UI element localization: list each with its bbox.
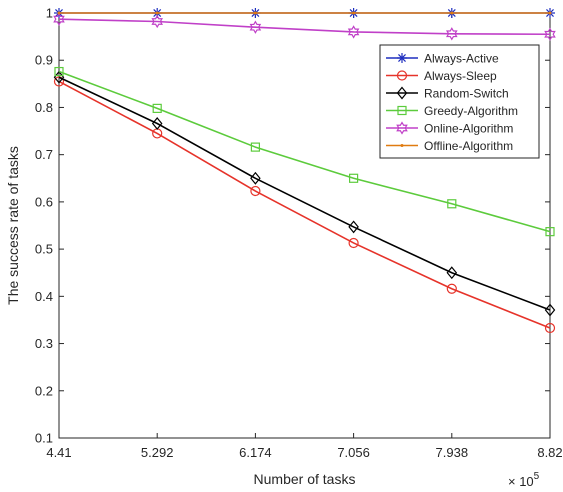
marker-hexagram bbox=[249, 20, 262, 34]
x-axis-label: Number of tasks bbox=[254, 471, 356, 487]
series-always-sleep bbox=[53, 76, 556, 334]
legend-label: Online-Algorithm bbox=[424, 121, 513, 135]
series-line bbox=[58, 76, 551, 311]
y-axis-ticks: 0.1 0.2 0.3 0.4 0.5 0.6 0.7 0.8 0.9 1 bbox=[35, 6, 550, 446]
marker-square bbox=[447, 199, 457, 209]
x-tick-label: 7.938 bbox=[436, 445, 469, 460]
marker-dot bbox=[450, 11, 454, 15]
marker-dot bbox=[548, 11, 552, 15]
marker-square bbox=[349, 173, 359, 183]
legend-label: Random-Switch bbox=[424, 86, 509, 100]
marker-hexagram bbox=[446, 27, 458, 41]
y-axis-label: The success rate of tasks bbox=[5, 146, 21, 305]
marker-hexagram bbox=[544, 27, 556, 41]
marker-square bbox=[152, 103, 162, 113]
legend-label: Greedy-Algorithm bbox=[424, 104, 518, 118]
y-tick-label: 0.9 bbox=[35, 53, 53, 68]
legend-entry: Offline-Algorithm bbox=[386, 139, 513, 153]
series-line bbox=[58, 18, 551, 36]
y-tick-label: 0.6 bbox=[35, 194, 53, 209]
x-multiplier-base: × 10 bbox=[508, 474, 534, 489]
y-tick-label: 0.1 bbox=[35, 431, 53, 446]
x-tick-label: 8.82 bbox=[537, 445, 562, 460]
series-line bbox=[58, 70, 551, 233]
legend-entry: Greedy-Algorithm bbox=[386, 104, 518, 118]
legend-entry: Always-Active bbox=[386, 51, 499, 65]
marker-diamond bbox=[348, 220, 359, 234]
series-layer bbox=[53, 8, 556, 334]
marker-diamond bbox=[396, 86, 408, 100]
marker-circle bbox=[544, 322, 556, 334]
marker-hexagram bbox=[53, 12, 65, 26]
y-tick-label: 1 bbox=[46, 6, 53, 21]
y-tick-label: 0.7 bbox=[35, 147, 53, 162]
y-tick-label: 0.3 bbox=[35, 336, 53, 351]
legend: Always-Active Always-Sleep Random-Switch Gr… bbox=[379, 44, 540, 159]
x-tick-label: 6.174 bbox=[239, 445, 272, 460]
y-tick-label: 0.4 bbox=[35, 289, 53, 304]
marker-dot bbox=[253, 11, 257, 15]
marker-hexagram bbox=[151, 14, 163, 29]
marker-circle bbox=[53, 76, 65, 87]
marker-dot bbox=[400, 144, 404, 147]
legend-entry: Online-Algorithm bbox=[386, 121, 513, 135]
legend-label: Offline-Algorithm bbox=[424, 139, 513, 153]
marker-square bbox=[397, 105, 407, 116]
marker-diamond bbox=[250, 171, 261, 185]
series-random-switch bbox=[53, 70, 556, 317]
y-tick-label: 0.5 bbox=[35, 242, 53, 257]
marker-circle bbox=[396, 70, 408, 81]
series-greedy-algorithm bbox=[54, 66, 555, 237]
legend-entry: Always-Sleep bbox=[386, 69, 497, 83]
x-tick-label: 4.41 bbox=[46, 445, 71, 460]
legend-label: Always-Active bbox=[424, 51, 499, 65]
marker-dot bbox=[57, 11, 61, 15]
x-axis-multiplier: × 105 bbox=[508, 471, 540, 489]
legend-box bbox=[379, 44, 540, 159]
x-multiplier-exponent: 5 bbox=[534, 471, 540, 482]
y-tick-label: 0.2 bbox=[35, 383, 53, 398]
marker-dot bbox=[352, 11, 356, 15]
marker-circle bbox=[446, 283, 457, 294]
series-offline-algorithm bbox=[57, 11, 552, 15]
marker-diamond bbox=[151, 117, 163, 130]
series-online-algorithm bbox=[53, 12, 556, 41]
marker-square bbox=[545, 227, 555, 237]
marker-circle bbox=[348, 237, 359, 249]
x-tick-label: 5.292 bbox=[141, 445, 174, 460]
marker-circle bbox=[250, 185, 261, 197]
legend-entry: Random-Switch bbox=[386, 86, 509, 100]
marker-hexagram bbox=[396, 121, 408, 135]
marker-dot bbox=[155, 11, 159, 15]
x-tick-label: 7.056 bbox=[337, 445, 370, 460]
marker-square bbox=[54, 66, 64, 77]
marker-square bbox=[250, 142, 260, 152]
legend-label: Always-Sleep bbox=[424, 69, 497, 83]
series-line bbox=[58, 80, 551, 329]
x-axis-ticks: 4.41 5.292 6.174 7.056 7.938 8.82 bbox=[46, 13, 563, 460]
y-tick-label: 0.8 bbox=[35, 100, 53, 115]
marker-diamond bbox=[446, 266, 458, 280]
marker-diamond bbox=[544, 303, 556, 317]
marker-hexagram bbox=[347, 25, 360, 39]
marker-asterisk bbox=[397, 53, 407, 63]
